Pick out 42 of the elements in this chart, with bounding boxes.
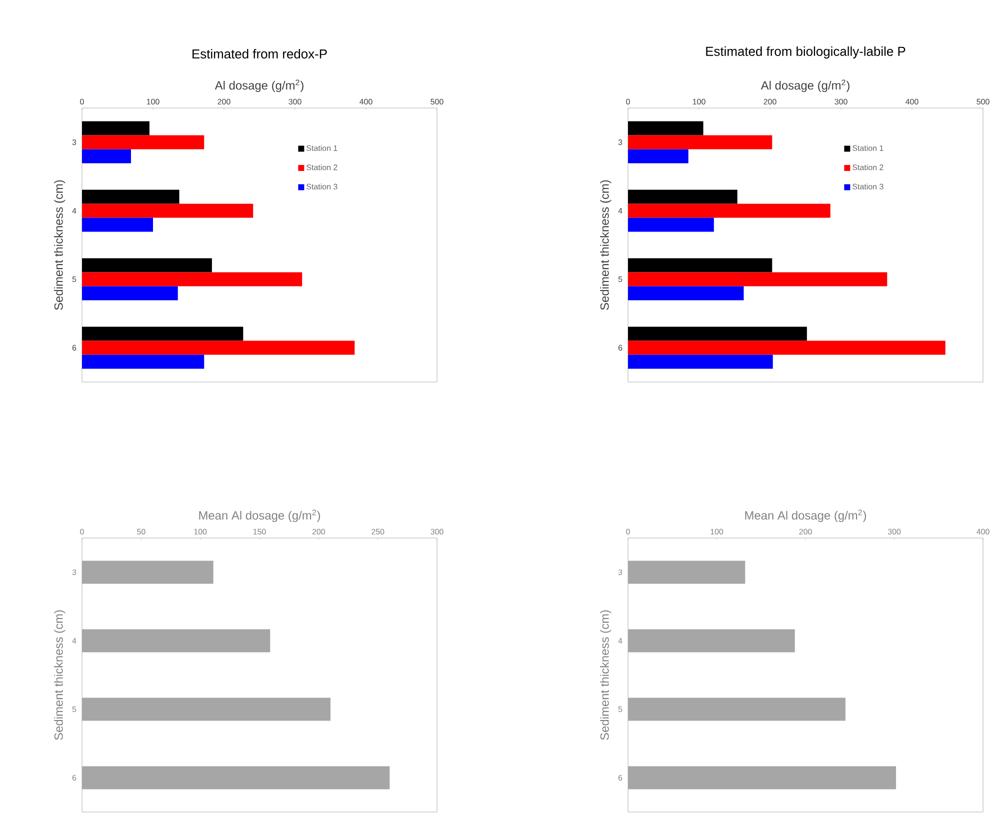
bar [628, 286, 744, 300]
x-axis-title: Mean Al dosage (g/m$^{2}$) [199, 510, 320, 522]
bar [628, 698, 846, 721]
bar [82, 218, 153, 232]
bar [82, 629, 270, 652]
bar [82, 698, 330, 721]
bar [82, 286, 178, 300]
chart-title: Estimated from biologically-labile P [706, 46, 906, 59]
bar [628, 204, 830, 218]
bar [628, 560, 746, 584]
y-axis-title: Sediment thickness (cm) [600, 180, 612, 310]
bar [628, 190, 738, 204]
bar [82, 258, 212, 272]
bar [628, 766, 896, 790]
bar [628, 121, 704, 136]
bar [82, 121, 150, 136]
bar [82, 354, 204, 369]
x-axis-title: Al dosage (g/m$^{2}$) [214, 80, 304, 92]
bar [628, 340, 946, 355]
x-axis-title: Mean Al dosage (g/m$^{2}$) [745, 510, 866, 522]
bar [82, 135, 204, 150]
bar [82, 190, 180, 204]
bar [82, 272, 302, 286]
bar [82, 560, 214, 584]
chart-title: Estimated from redox-P [192, 48, 327, 59]
bar [628, 272, 888, 286]
bar [628, 218, 714, 232]
bar [628, 135, 772, 150]
bar [628, 149, 688, 164]
bar [82, 340, 355, 355]
bar [82, 326, 244, 341]
bar [628, 354, 773, 369]
y-axis-title: Sediment thickness (cm) [54, 610, 66, 740]
bar [82, 149, 131, 164]
bar [82, 204, 254, 218]
y-axis-title: Sediment thickness (cm) [54, 180, 66, 310]
bar [82, 766, 390, 790]
y-axis-title: Sediment thickness (cm) [600, 610, 612, 740]
bar [628, 629, 795, 652]
bar [628, 326, 807, 341]
x-axis-title: Al dosage (g/m$^{2}$) [760, 80, 850, 92]
bar [628, 258, 772, 272]
